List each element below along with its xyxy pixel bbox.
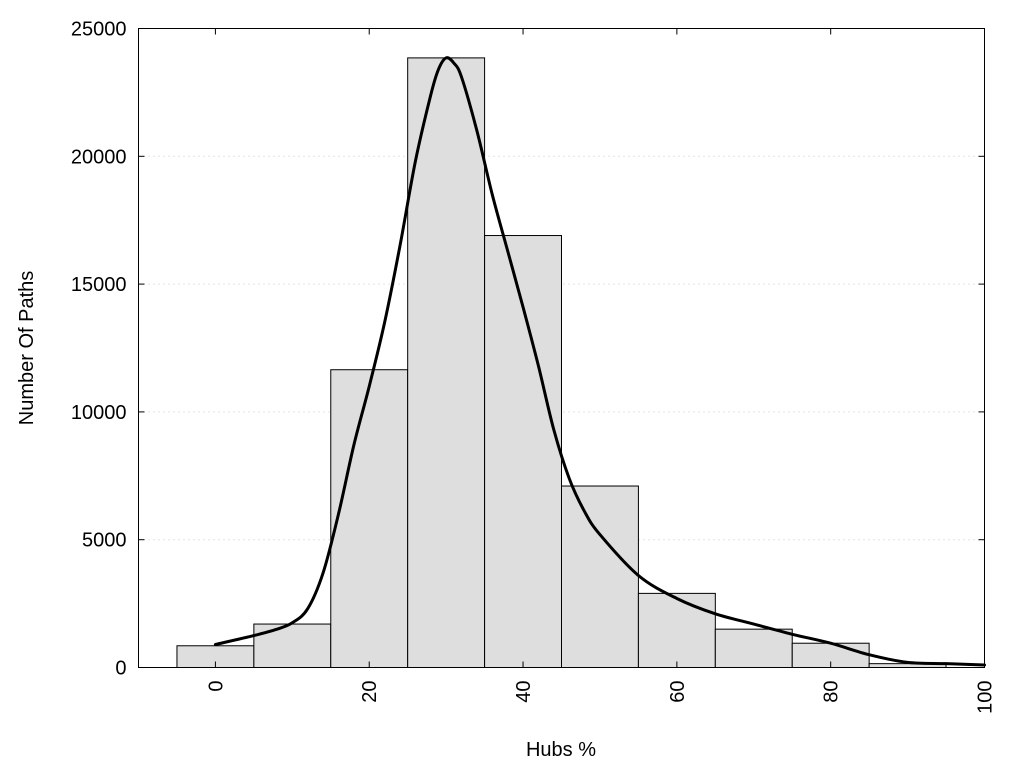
x-tick-label: 40 — [513, 681, 535, 703]
y-axis-title: Number Of Paths — [16, 271, 38, 426]
x-tick-label: 100 — [975, 681, 997, 714]
y-tick-label: 10000 — [71, 402, 127, 424]
histogram-bar — [714, 628, 793, 668]
y-tick-label: 15000 — [71, 274, 127, 296]
histogram-bar — [253, 623, 332, 668]
x-tick-label: 0 — [205, 681, 227, 692]
histogram-bar — [637, 592, 716, 668]
y-tick-label: 25000 — [71, 19, 127, 41]
y-tick-label: 20000 — [71, 146, 127, 168]
histogram-bar — [407, 57, 486, 669]
ticks: 0 5000 10000 15000 20000 25000 0 20 40 60 80 100 — [71, 19, 997, 714]
x-tick-label: 80 — [821, 681, 843, 703]
histogram-bar — [484, 235, 562, 668]
histogram-bar — [330, 369, 409, 668]
x-tick-label: 20 — [359, 681, 381, 703]
density-curve-group — [213, 56, 986, 667]
y-tick-label: 5000 — [82, 530, 127, 552]
y-tick-label: 0 — [115, 658, 126, 680]
density-curve — [213, 56, 986, 667]
x-tick-label: 60 — [667, 681, 689, 703]
histogram-bar — [561, 485, 639, 668]
bars — [176, 57, 947, 669]
x-axis-title: Hubs % — [526, 739, 596, 761]
gridlines — [138, 155, 985, 541]
plot-frame — [138, 28, 985, 668]
